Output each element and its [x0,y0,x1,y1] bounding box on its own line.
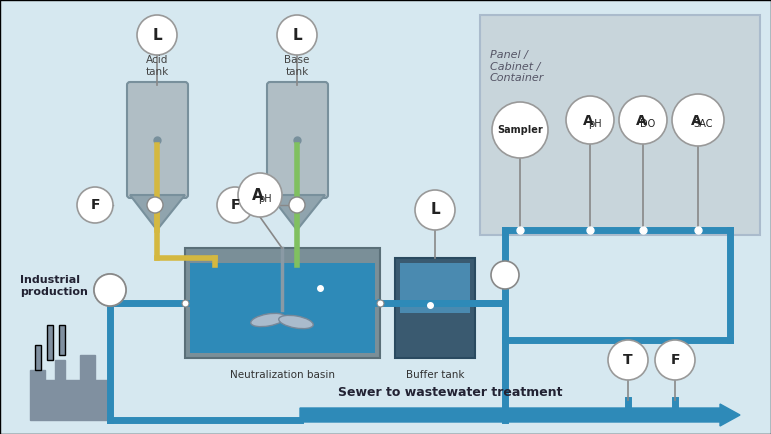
Circle shape [655,340,695,380]
Circle shape [289,197,305,213]
Circle shape [415,190,455,230]
FancyBboxPatch shape [267,82,328,198]
Text: A: A [635,114,646,128]
Circle shape [492,102,548,158]
Text: A: A [252,188,264,204]
Text: SAC: SAC [693,119,712,129]
FancyBboxPatch shape [190,263,375,353]
Circle shape [608,340,648,380]
Text: F: F [231,198,240,212]
Text: Sampler: Sampler [497,125,543,135]
Text: L: L [292,27,301,43]
Polygon shape [30,355,110,420]
Text: DO: DO [641,119,655,129]
Ellipse shape [279,316,313,329]
Circle shape [491,261,519,289]
Circle shape [137,15,177,55]
Text: Industrial
production: Industrial production [20,275,88,296]
Circle shape [77,187,113,223]
Text: Sewer to wastewater treatment: Sewer to wastewater treatment [338,386,562,399]
Text: pH: pH [258,194,272,204]
FancyBboxPatch shape [47,325,53,360]
Polygon shape [130,195,185,230]
FancyBboxPatch shape [127,82,188,198]
FancyBboxPatch shape [480,15,760,235]
Ellipse shape [251,313,285,327]
Circle shape [147,197,163,213]
FancyBboxPatch shape [59,325,65,355]
Circle shape [619,96,667,144]
Text: F: F [90,198,99,212]
Text: A: A [583,114,594,128]
Circle shape [566,96,614,144]
Circle shape [277,15,317,55]
Text: Panel /
Cabinet /
Container: Panel / Cabinet / Container [490,50,544,83]
Circle shape [672,94,724,146]
Text: L: L [430,203,439,217]
Text: Buffer tank: Buffer tank [406,370,464,380]
Text: A: A [691,114,702,128]
FancyArrow shape [300,404,740,426]
Circle shape [94,274,126,306]
FancyBboxPatch shape [185,248,380,358]
FancyBboxPatch shape [395,258,475,358]
Circle shape [217,187,253,223]
FancyBboxPatch shape [35,345,41,370]
Text: Neutralization basin: Neutralization basin [230,370,335,380]
Text: pH: pH [588,119,602,129]
Text: T: T [623,353,633,367]
Circle shape [94,274,126,306]
Circle shape [238,173,282,217]
Polygon shape [270,195,325,230]
Text: Acid
tank: Acid tank [146,55,169,76]
Text: F: F [670,353,680,367]
Text: Base
tank: Base tank [284,55,310,76]
Text: L: L [152,27,162,43]
FancyBboxPatch shape [400,263,470,313]
